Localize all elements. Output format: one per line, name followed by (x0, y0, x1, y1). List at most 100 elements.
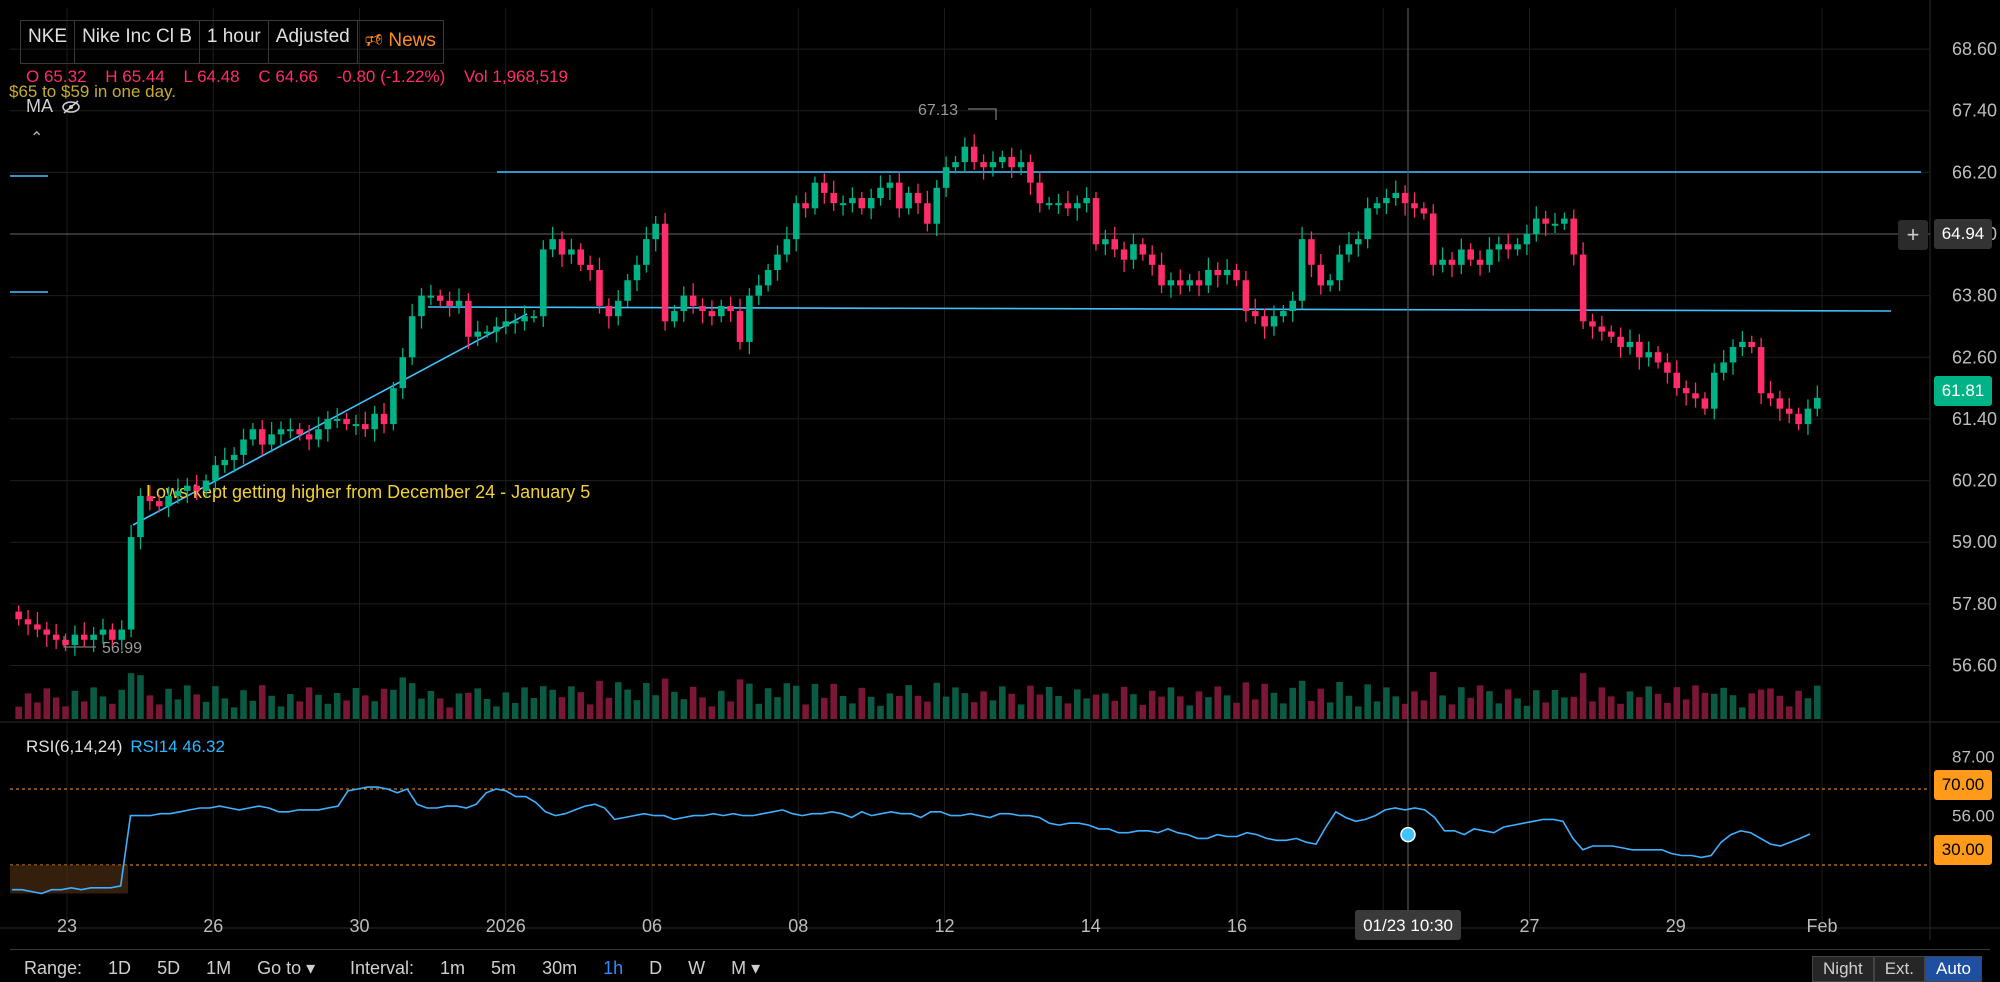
candle-body (446, 300, 453, 306)
range-5d[interactable]: 5D (157, 958, 181, 978)
eye-hidden-icon[interactable] (61, 99, 81, 114)
candle-body (1598, 326, 1606, 332)
candle-body (1682, 388, 1690, 394)
candle-body (1383, 198, 1390, 204)
volume-bar (287, 694, 294, 719)
volume-bar (268, 695, 275, 719)
crosshair-time-label: 01/23 10:30 (1363, 916, 1453, 935)
volume-bar (614, 682, 622, 719)
symbol-label[interactable]: NKE (21, 21, 76, 63)
volume-bar (839, 696, 847, 719)
candle-body (1092, 198, 1100, 245)
candle-body (942, 167, 950, 188)
volume-bar (1785, 706, 1793, 719)
candle-body (324, 418, 332, 430)
adjusted-toggle[interactable]: Adjusted (269, 21, 358, 63)
volume-bar (886, 693, 894, 719)
candle-body (970, 146, 978, 163)
volume-bar (1383, 687, 1390, 719)
candle-body (1814, 397, 1821, 409)
candle-body (165, 495, 172, 507)
auto-toggle[interactable]: Auto (1925, 956, 1982, 982)
candle-body (193, 485, 200, 491)
candle-body (1523, 234, 1531, 245)
interval-w[interactable]: W (688, 958, 706, 978)
rsi-axis-label: 56.00 (1952, 807, 1995, 826)
volume-bar (1439, 695, 1446, 719)
candle-body (1448, 259, 1456, 265)
volume-bar (1654, 693, 1662, 719)
rsi-oversold-fill (10, 865, 128, 894)
candle-body (1017, 162, 1025, 168)
candle-body (137, 495, 144, 538)
price-axis-label: 61.40 (1952, 409, 1997, 429)
price-axis-label: 66.20 (1952, 162, 1997, 182)
price-axis-label: 62.60 (1952, 347, 1997, 367)
volume-bar (1120, 686, 1128, 719)
news-button[interactable]: 🕫 News (358, 21, 443, 63)
volume-bar (1757, 689, 1765, 719)
add-order-plus-icon[interactable]: + (1898, 220, 1928, 250)
candle-body (1120, 249, 1128, 260)
candle-body (230, 454, 238, 461)
interval-d[interactable]: D (649, 958, 663, 978)
volume-bar (1158, 696, 1165, 719)
candle-body (1214, 269, 1222, 276)
volume-bar (362, 695, 369, 719)
volume-bar (1298, 680, 1306, 719)
interval-1m[interactable]: 1m (440, 958, 466, 978)
candle-body (127, 537, 135, 630)
goto-dropdown[interactable]: Go to ▾ (257, 958, 316, 978)
volume-bar (1280, 703, 1287, 719)
volume-bar (1626, 691, 1634, 719)
candle-body (240, 439, 247, 455)
night-toggle[interactable]: Night (1812, 956, 1874, 982)
session-modes: Night Ext. Auto (1812, 956, 1982, 982)
candle-body (717, 305, 725, 317)
candle-body (380, 413, 388, 425)
volume-bar (999, 686, 1006, 719)
candle-body (1158, 264, 1165, 286)
interval-selector[interactable]: 1 hour (200, 21, 269, 63)
interval-30m[interactable]: 30m (542, 958, 578, 978)
range-1d[interactable]: 1D (108, 958, 132, 978)
candle-body (1364, 208, 1371, 240)
interval-m-dropdown[interactable]: M ▾ (731, 958, 761, 978)
candle-body (1486, 249, 1493, 265)
volume-bar (1251, 699, 1259, 719)
volume-bar (493, 706, 500, 719)
volume-bar (277, 706, 285, 719)
volume-bar (258, 685, 266, 719)
candle-body (1317, 264, 1325, 286)
candle-body (914, 192, 922, 204)
candle-body (905, 192, 912, 209)
candle-body (483, 331, 491, 334)
volume-bar (643, 683, 650, 719)
candle-body (886, 182, 894, 188)
rsi-lower-tag: 30.00 (1934, 835, 1992, 865)
candle-body (296, 429, 303, 435)
candle-body (202, 480, 210, 491)
time-axis-label: 23 (57, 916, 77, 936)
candle-body (1664, 362, 1671, 373)
volume-bars (15, 672, 1821, 719)
volume-bar (427, 691, 435, 719)
grid (0, 0, 2000, 940)
candle-body (436, 295, 444, 301)
candle-body (1739, 341, 1746, 348)
time-axis-label: 14 (1081, 916, 1101, 936)
candle-body (1654, 352, 1662, 363)
chevron-up-icon[interactable]: ⌃ (30, 130, 44, 147)
candle-body (1373, 203, 1381, 209)
candle-body (1561, 218, 1568, 224)
ext-toggle[interactable]: Ext. (1873, 956, 1926, 982)
interval-1h[interactable]: 1h (603, 958, 624, 978)
interval-5m[interactable]: 5m (491, 958, 517, 978)
candle-body (877, 187, 884, 199)
time-axis-label: 27 (1519, 916, 1539, 936)
ma-study[interactable]: MA (26, 96, 81, 117)
range-1m[interactable]: 1M (206, 958, 232, 978)
candle-body (521, 316, 528, 322)
